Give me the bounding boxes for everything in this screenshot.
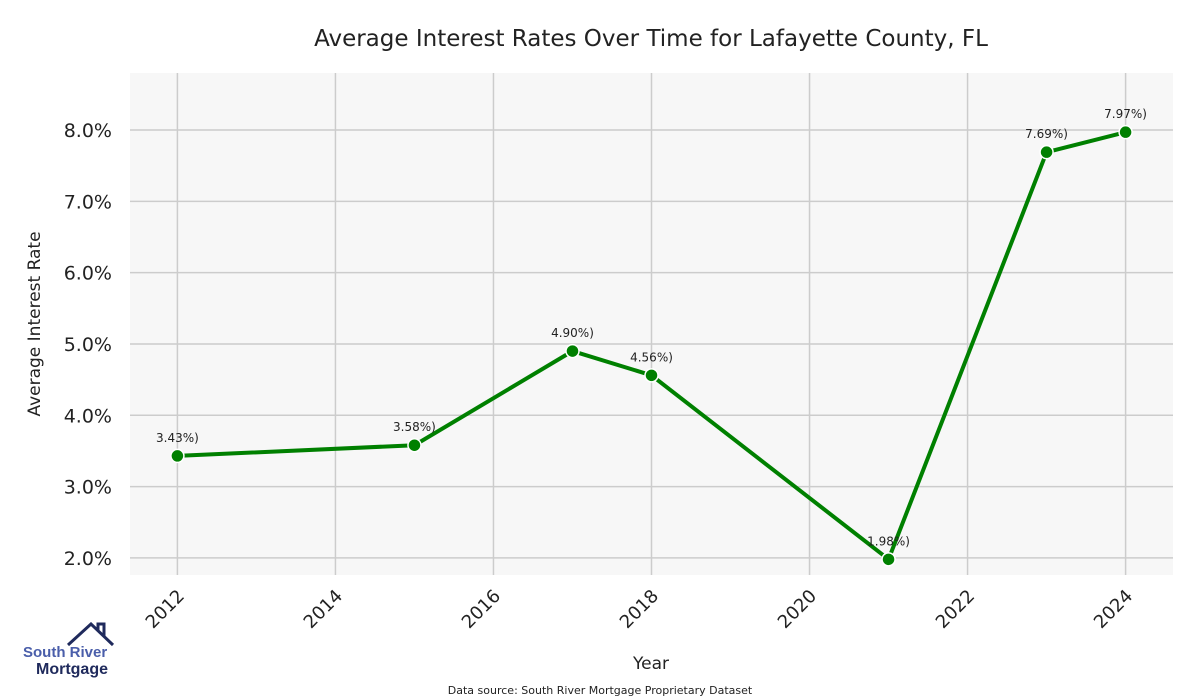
logo-line2: Mortgage — [36, 661, 108, 678]
data-point — [565, 343, 580, 359]
y-tick-label: 8.0% — [64, 120, 112, 142]
data-point — [170, 448, 185, 464]
y-tick-label: 2.0% — [64, 548, 112, 570]
data-label: 3.43%) — [156, 431, 199, 445]
data-point — [1118, 124, 1133, 140]
y-axis-label: Average Interest Rate — [25, 231, 45, 416]
data-label: 1.98%) — [867, 534, 910, 548]
data-label: 4.56%) — [630, 350, 673, 364]
data-label: 4.90%) — [551, 326, 594, 340]
south-river-mortgage-logo: South River Mortgage — [20, 622, 115, 682]
data-point — [644, 368, 659, 383]
y-tick-label: 4.0% — [64, 405, 112, 427]
data-label: 7.97%) — [1104, 107, 1147, 121]
data-point — [407, 437, 422, 453]
x-tick-label: 2024 — [1090, 586, 1137, 633]
y-tick-label: 7.0% — [64, 191, 112, 213]
x-tick-label: 2014 — [300, 586, 347, 633]
chart-title: Average Interest Rates Over Time for Laf… — [314, 26, 988, 52]
data-point — [881, 552, 896, 567]
x-tick-label: 2016 — [458, 586, 505, 633]
data-label: 3.58%) — [393, 420, 436, 434]
x-tick-label: 2018 — [616, 586, 663, 633]
x-tick-label: 2020 — [774, 586, 821, 633]
data-label: 7.69%) — [1025, 127, 1068, 141]
x-tick-label: 2022 — [932, 586, 979, 633]
house-roof-icon — [66, 622, 115, 647]
x-axis-label: Year — [632, 654, 669, 674]
y-tick-label: 3.0% — [64, 477, 112, 499]
y-tick-label: 6.0% — [64, 263, 112, 285]
y-tick-label: 5.0% — [64, 334, 112, 356]
logo-line1: South River — [23, 644, 108, 661]
data-source-note: Data source: South River Mortgage Propri… — [448, 684, 753, 697]
data-point — [1039, 144, 1054, 160]
x-tick-label: 2012 — [142, 586, 189, 633]
